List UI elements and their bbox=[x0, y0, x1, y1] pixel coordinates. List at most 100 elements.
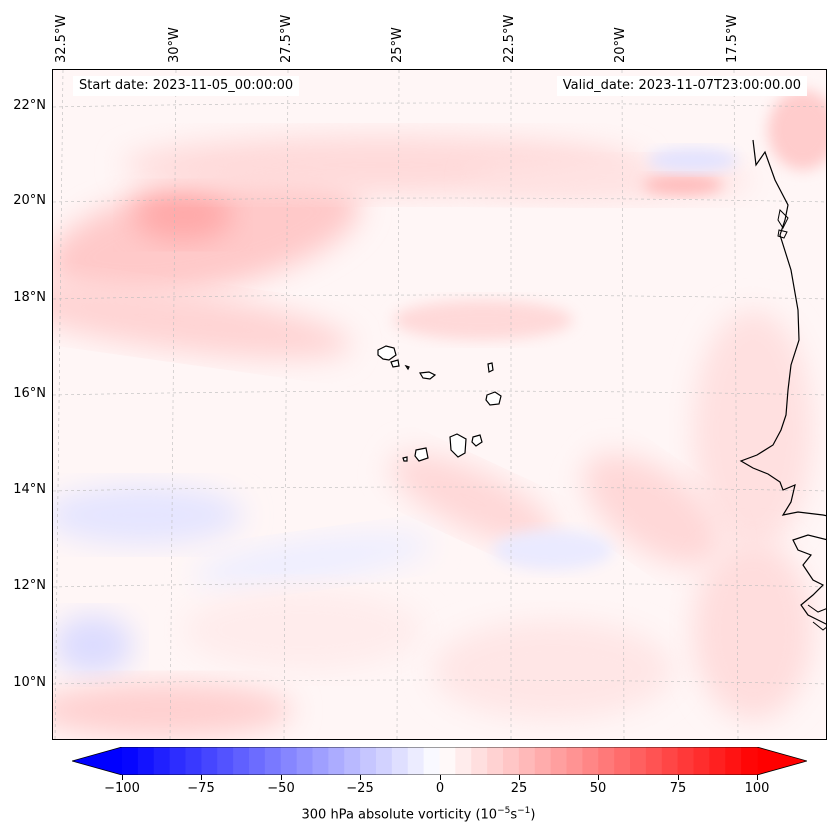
cape-verde-island bbox=[471, 434, 483, 447]
vorticity-patch bbox=[648, 148, 738, 172]
colorbar-tick-label: 75 bbox=[669, 781, 687, 796]
colorbar-band bbox=[344, 747, 361, 775]
parallel-line bbox=[53, 197, 826, 203]
colorbar-band bbox=[614, 747, 631, 775]
colorbar-tickmark bbox=[360, 775, 361, 780]
map-panel bbox=[52, 69, 827, 740]
colorbar-tick-label: 25 bbox=[510, 781, 528, 796]
parallel-line bbox=[53, 390, 826, 396]
colorbar-band bbox=[709, 747, 726, 775]
colorbar-band bbox=[122, 747, 139, 775]
vorticity-patch bbox=[53, 485, 243, 545]
guinea-coastline bbox=[792, 534, 826, 625]
latitude-label: 14°N bbox=[13, 482, 46, 497]
colorbar-band bbox=[471, 747, 488, 775]
colorbar-band bbox=[360, 747, 377, 775]
vorticity-patch bbox=[768, 90, 826, 170]
cape-verde-island bbox=[404, 364, 410, 371]
colorbar-band bbox=[264, 747, 282, 775]
colorbar-band bbox=[550, 747, 568, 775]
cape-verde-island bbox=[449, 433, 467, 458]
colorbar-band bbox=[423, 747, 441, 775]
colorbar-bands bbox=[72, 747, 807, 775]
africa-coastline bbox=[739, 139, 826, 517]
gridlines bbox=[53, 70, 826, 739]
vorticity-patch bbox=[393, 300, 573, 340]
colorbar-band bbox=[741, 747, 758, 775]
latitude-label: 10°N bbox=[13, 675, 46, 690]
vorticity-patch bbox=[183, 590, 423, 670]
colorbar-band bbox=[645, 747, 663, 775]
cape-verde-island bbox=[377, 345, 397, 361]
longitude-label: 17.5°W bbox=[725, 14, 740, 63]
colorbar-band bbox=[630, 747, 647, 775]
colorbar-max-extension bbox=[757, 747, 807, 775]
latitude-label: 18°N bbox=[13, 290, 46, 305]
colorbar-band bbox=[518, 747, 536, 775]
valid-date-label: Valid_date: 2023-11-07T23:00:00.00 bbox=[556, 76, 807, 96]
colorbar-band bbox=[376, 747, 393, 775]
bissagos-islands bbox=[807, 604, 826, 631]
colorbar-band bbox=[534, 747, 552, 775]
parallel-line bbox=[53, 294, 826, 300]
cape-verde-island bbox=[414, 447, 429, 462]
cape-verde-island bbox=[390, 359, 400, 368]
colorbar-band bbox=[391, 747, 409, 775]
colorbar-band bbox=[661, 747, 679, 775]
longitude-label: 20°W bbox=[613, 27, 628, 63]
colorbar-band bbox=[407, 747, 425, 775]
longitude-label: 30°W bbox=[167, 27, 182, 63]
vorticity-patch bbox=[693, 540, 813, 720]
meridian-line bbox=[396, 70, 400, 739]
colorbar-tick-label: 0 bbox=[435, 781, 445, 796]
vorticity-patch bbox=[53, 615, 133, 675]
colorbar-band bbox=[169, 747, 187, 775]
colorbar-tick-label: 100 bbox=[744, 781, 770, 796]
colorbar-band bbox=[201, 747, 218, 775]
colorbar-band bbox=[598, 747, 615, 775]
meridian-line bbox=[621, 70, 625, 739]
colorbar-band bbox=[153, 747, 171, 775]
parallel-line bbox=[53, 486, 826, 492]
cape-verde-island bbox=[419, 371, 437, 380]
colorbar-band bbox=[582, 747, 599, 775]
colorbar-band bbox=[217, 747, 234, 775]
coastal-island bbox=[777, 229, 788, 239]
vorticity-patch bbox=[583, 453, 723, 567]
colorbar-band bbox=[566, 747, 583, 775]
colorbar-tickmark bbox=[598, 775, 599, 780]
vorticity-patch bbox=[194, 532, 432, 588]
latitude-label: 12°N bbox=[13, 578, 46, 593]
vorticity-patch bbox=[643, 175, 723, 195]
cape-verde-island bbox=[487, 362, 494, 373]
longitude-label: 32.5°W bbox=[54, 14, 69, 63]
meridian-line bbox=[283, 70, 289, 739]
cape-verde-island bbox=[402, 456, 408, 462]
colorbar-band bbox=[280, 747, 298, 775]
vorticity-patch bbox=[53, 682, 293, 738]
longitude-label: 22.5°W bbox=[502, 14, 517, 63]
colorbar-tick-label: 50 bbox=[589, 781, 607, 796]
colorbar-min-extension bbox=[72, 747, 122, 775]
colorbar bbox=[72, 747, 807, 775]
meridian-line bbox=[169, 70, 177, 739]
latitude-label: 20°N bbox=[13, 193, 46, 208]
colorbar-band bbox=[455, 747, 472, 775]
colorbar-band bbox=[725, 747, 742, 775]
vorticity-field bbox=[53, 70, 826, 739]
colorbar-band bbox=[137, 747, 155, 775]
vorticity-patch bbox=[53, 281, 352, 359]
colorbar-band bbox=[312, 747, 329, 775]
colorbar-tick-label: −100 bbox=[104, 781, 140, 796]
colorbar-band bbox=[185, 747, 202, 775]
colorbar-tickmark bbox=[440, 775, 441, 780]
colorbar-band bbox=[487, 747, 504, 775]
cape-verde-island bbox=[485, 391, 502, 406]
coastline bbox=[377, 139, 826, 631]
coastal-island bbox=[777, 208, 789, 230]
start-date-label: Start date: 2023-11-05_00:00:00 bbox=[73, 76, 300, 96]
colorbar-tickmark bbox=[281, 775, 282, 780]
colorbar-band bbox=[503, 747, 520, 775]
vorticity-patch bbox=[390, 453, 556, 547]
colorbar-band bbox=[677, 747, 695, 775]
